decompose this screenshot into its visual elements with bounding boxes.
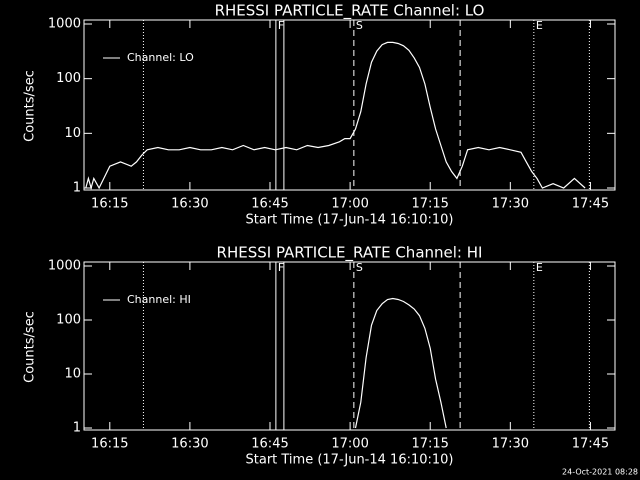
legend-label: Channel: HI	[127, 293, 191, 306]
y-tick-label: 1000	[48, 259, 81, 274]
plot-frame	[83, 19, 616, 191]
x-axis-label: Start Time (17-Jun-14 16:10:10)	[246, 213, 454, 228]
y-tick-label: 100	[56, 313, 81, 328]
marker-label: F	[278, 19, 284, 32]
x-tick-label: 17:00	[331, 437, 368, 452]
chart-title: RHESSI PARTICLE_RATE Channel: HI	[217, 244, 483, 263]
y-tick-label: 100	[56, 71, 81, 86]
y-tick-label: 1000	[48, 17, 81, 32]
y-axis-label: Counts/sec	[23, 70, 38, 142]
chart-title: RHESSI PARTICLE_RATE Channel: LO	[215, 2, 485, 21]
legend-label: Channel: LO	[127, 51, 194, 64]
data-line	[85, 41, 586, 191]
x-tick-label: 16:15	[91, 197, 128, 212]
marker-label: S	[356, 19, 363, 32]
marker-label: E	[536, 261, 543, 274]
data-line	[354, 297, 447, 429]
marker-label: F	[278, 261, 284, 274]
x-tick-label: 17:30	[492, 437, 529, 452]
marker-label: E	[536, 19, 543, 32]
x-tick-label: 16:15	[91, 437, 128, 452]
footer: 24-Oct-2021 08:28	[562, 468, 638, 477]
x-tick-label: 17:15	[411, 437, 448, 452]
x-axis-label: Start Time (17-Jun-14 16:10:10)	[246, 453, 454, 468]
y-axis-label: Counts/sec	[23, 311, 38, 383]
plot-frame	[83, 261, 616, 431]
y-tick-label: 1	[73, 421, 81, 436]
y-tick-label: 1	[73, 181, 81, 196]
y-tick-label: 10	[64, 126, 81, 141]
x-tick-label: 17:30	[492, 197, 529, 212]
x-tick-label: 16:30	[171, 437, 208, 452]
x-tick-label: 17:15	[411, 197, 448, 212]
x-tick-label: 17:45	[572, 437, 609, 452]
x-tick-label: 16:45	[251, 437, 288, 452]
y-tick-label: 10	[64, 367, 81, 382]
x-tick-label: 16:30	[171, 197, 208, 212]
x-tick-label: 17:00	[331, 197, 368, 212]
x-tick-label: 17:45	[572, 197, 609, 212]
x-tick-label: 16:45	[251, 197, 288, 212]
marker-label: S	[356, 261, 363, 274]
